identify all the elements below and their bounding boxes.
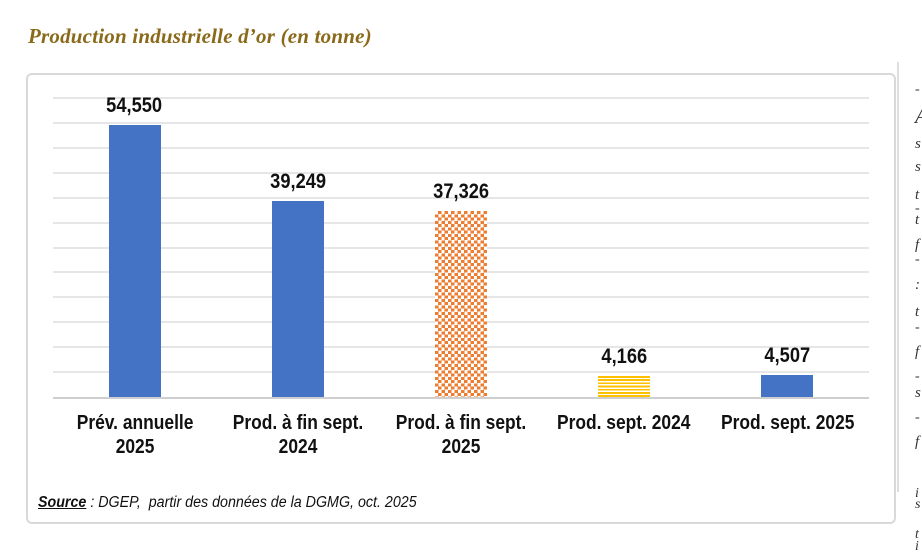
cropped-glyph: - [915,201,920,216]
cropped-glyph: s [915,159,921,175]
cropped-glyph: A [915,106,922,127]
gridline [53,121,869,124]
gridline [53,146,869,149]
gridline [53,171,869,174]
plot-area: 54,550 39,249 37,326 4,166 4,507 [53,94,869,399]
value-label: 54,550 [106,94,163,118]
bar-slot: 37,326 [379,98,542,397]
gridline [53,196,869,199]
bar-solid-blue [271,201,324,397]
cropped-glyph: - [915,369,920,384]
value-label: 37,326 [433,180,489,203]
chart-title: Production industrielle d’or (en tonne) [28,24,372,48]
source-separator: : [86,494,99,511]
category-label: Prév. annuelle 2025 [76,412,193,459]
bar-orange-checkerboard [434,211,487,397]
cropped-glyph: t [915,187,920,203]
category-label: Prod. sept. 2024 [557,412,691,434]
cropped-glyph: s [915,136,921,152]
category-label: Prod. à fin sept. 2024 [232,412,364,459]
cropped-glyph: f [915,434,920,450]
cropped-glyph: t [915,304,920,320]
cropped-glyph: - [915,82,920,97]
bar-slot: 4,507 [706,98,869,397]
adjacent-column-divider [897,62,899,492]
category-label: Prod. à fin sept. 2025 [395,412,527,459]
cropped-glyph: - [915,252,920,267]
category-label: Prod. sept. 2025 [720,412,855,434]
cropped-glyph: - [915,320,920,335]
bar-slot: 39,249 [216,98,379,397]
bar-solid-blue [761,374,814,397]
bar-slot: 54,550 [53,94,216,397]
bar-slot: 4,166 [543,98,706,397]
cropped-glyph: : [915,277,920,293]
bar-gold-horizontal-stripes [598,376,651,397]
cropped-glyph: s [915,497,921,512]
cropped-glyph: i [915,486,919,501]
bar-solid-blue [108,125,161,397]
cropped-glyph: s [915,385,921,401]
cropped-glyph: t [915,527,919,542]
value-label: 39,249 [269,170,326,194]
value-label: 4,507 [764,343,811,367]
category-axis: Prév. annuelle 2025 Prod. à fin sept. 2024 P… [53,397,869,459]
cropped-glyph: f [915,237,920,253]
value-label: 4,166 [601,345,648,369]
gridline [53,97,869,99]
cropped-glyph: f [915,344,920,360]
source-text: DGEP, partir des données de la DGMG, oct… [98,494,417,511]
cropped-glyph: i [915,539,919,554]
chart-panel: 54,550 39,249 37,326 4,166 4,507 Prév. annue… [26,73,896,524]
source-label: Source [38,494,87,511]
cropped-glyph: - [915,410,920,425]
source-note: Source : DGEP, partir des données de la … [38,494,450,512]
cropped-glyph: t [915,212,920,228]
